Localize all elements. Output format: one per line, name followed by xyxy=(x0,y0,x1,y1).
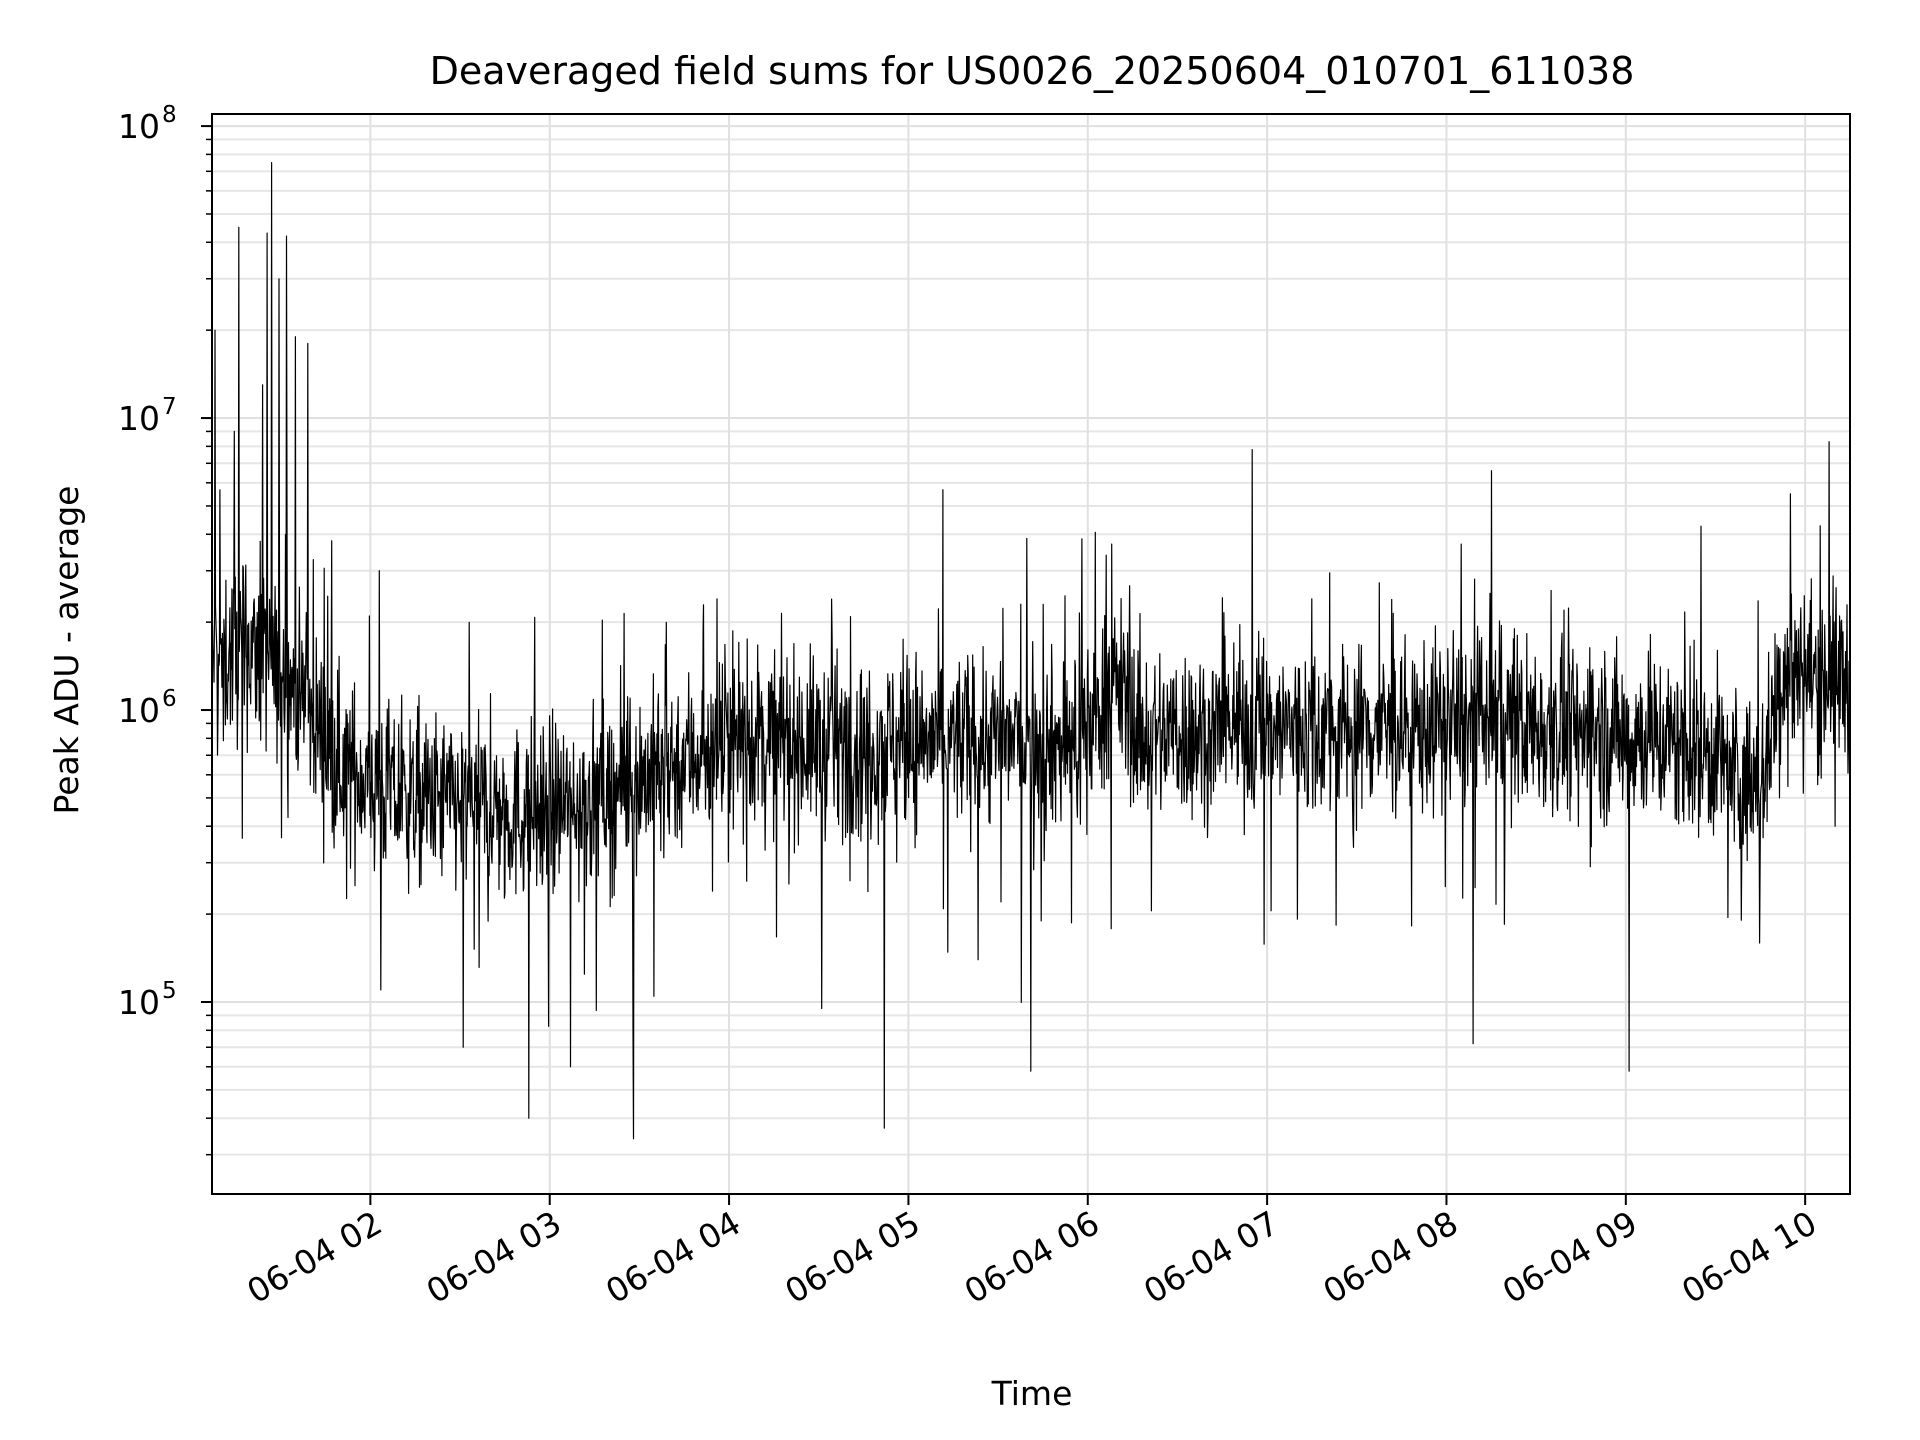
y-tick-exponent: 5 xyxy=(162,978,177,1004)
y-tick-label: 10 xyxy=(118,983,160,1022)
series-line xyxy=(212,162,1850,1140)
y-axis-label: Peak ADU - average xyxy=(47,486,86,815)
x-axis-label: Time xyxy=(991,1374,1073,1413)
plot-frame xyxy=(211,113,1851,1195)
series xyxy=(212,162,1850,1140)
y-tick-label: 10 xyxy=(118,399,160,438)
y-tick-exponent: 8 xyxy=(162,102,177,128)
y-tick-exponent: 6 xyxy=(162,686,177,712)
chart-title: Deaveraged field sums for US0026_2025060… xyxy=(430,49,1635,93)
y-tick-label: 10 xyxy=(118,107,160,146)
y-tick-label: 10 xyxy=(118,691,160,730)
y-tick-exponent: 7 xyxy=(162,394,177,420)
